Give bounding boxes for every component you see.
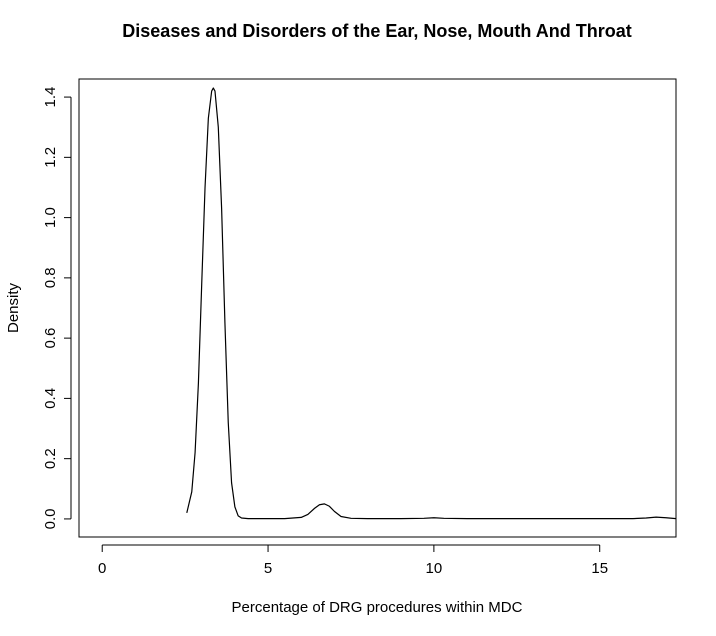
chart-title: Diseases and Disorders of the Ear, Nose,… xyxy=(122,21,631,41)
plot-frame xyxy=(78,78,677,538)
y-tick-label: 0.6 xyxy=(42,328,59,349)
x-tick-label: 5 xyxy=(264,560,272,577)
x-axis-label: Percentage of DRG procedures within MDC xyxy=(232,599,523,616)
y-axis: 0.0 0.2 0.4 0.6 0.8 1.0 1.2 1.4 xyxy=(42,87,72,529)
y-tick-label: 1.2 xyxy=(42,147,59,168)
y-tick-label: 0.8 xyxy=(42,267,59,288)
y-tick-label: 1.0 xyxy=(42,207,59,228)
x-tick-label: 0 xyxy=(98,560,106,577)
series-layer xyxy=(186,87,677,520)
x-tick-label: 15 xyxy=(591,560,608,577)
x-axis: 0 5 10 15 xyxy=(98,544,608,577)
x-tick-label: 10 xyxy=(426,560,443,577)
y-tick-label: 1.4 xyxy=(42,87,59,108)
y-axis-label: Density xyxy=(5,282,22,333)
y-tick-label: 0.4 xyxy=(42,388,59,409)
density-line xyxy=(186,87,677,520)
y-tick-label: 0.0 xyxy=(42,508,59,529)
y-tick-label: 0.2 xyxy=(42,448,59,469)
